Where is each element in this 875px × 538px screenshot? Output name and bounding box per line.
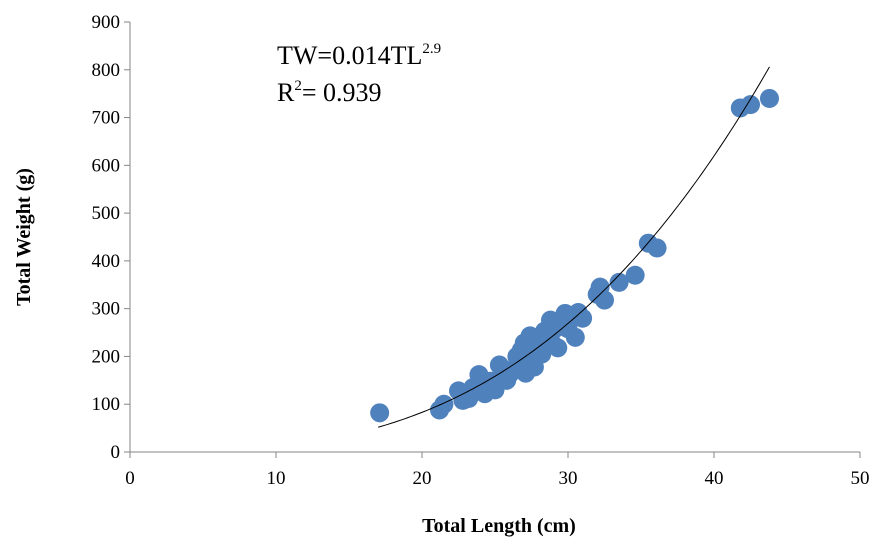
r2-value: = 0.939	[302, 78, 382, 107]
x-tick-label: 30	[559, 468, 578, 489]
y-tick-label: 100	[92, 394, 121, 415]
data-point	[595, 290, 614, 310]
data-point	[548, 338, 568, 358]
x-axis-ticks: 0 10 20 30 40 50	[125, 452, 870, 489]
y-tick-label: 400	[92, 251, 121, 272]
x-axis-title: Total Length (cm)	[422, 515, 576, 537]
equation-annotation: TW=0.014TL2.9	[277, 41, 441, 70]
equation-prefix: TW=0.014TL	[277, 41, 422, 70]
y-axis-ticks: 0 100 200 300 400 500 600 700 800 900	[92, 12, 130, 463]
data-points	[370, 88, 779, 423]
y-tick-label: 900	[92, 12, 121, 33]
data-point	[370, 403, 390, 423]
y-tick-label: 200	[92, 346, 121, 367]
data-point	[625, 265, 645, 285]
data-point	[565, 327, 585, 347]
data-point	[609, 272, 629, 292]
data-point	[434, 394, 454, 414]
y-axis-title: Total Weight (g)	[13, 168, 35, 306]
x-tick-label: 40	[705, 468, 724, 489]
equation-exponent: 2.9	[422, 41, 441, 57]
x-tick-label: 0	[125, 468, 135, 489]
data-point	[759, 88, 779, 108]
y-tick-label: 300	[92, 299, 121, 320]
r-squared-annotation: R2= 0.939	[277, 78, 382, 107]
x-tick-label: 20	[413, 468, 432, 489]
x-tick-label: 50	[851, 468, 870, 489]
data-point	[573, 308, 593, 328]
y-tick-label: 800	[92, 60, 121, 81]
r2-superscript: 2	[294, 78, 302, 94]
x-tick-label: 10	[267, 468, 286, 489]
power-trendline	[378, 66, 770, 428]
y-tick-label: 0	[111, 442, 121, 463]
r2-prefix: R	[277, 78, 295, 107]
data-point	[741, 95, 760, 115]
y-tick-label: 700	[92, 108, 121, 129]
y-tick-label: 600	[92, 155, 121, 176]
y-tick-label: 500	[92, 203, 121, 224]
data-point	[647, 238, 667, 258]
